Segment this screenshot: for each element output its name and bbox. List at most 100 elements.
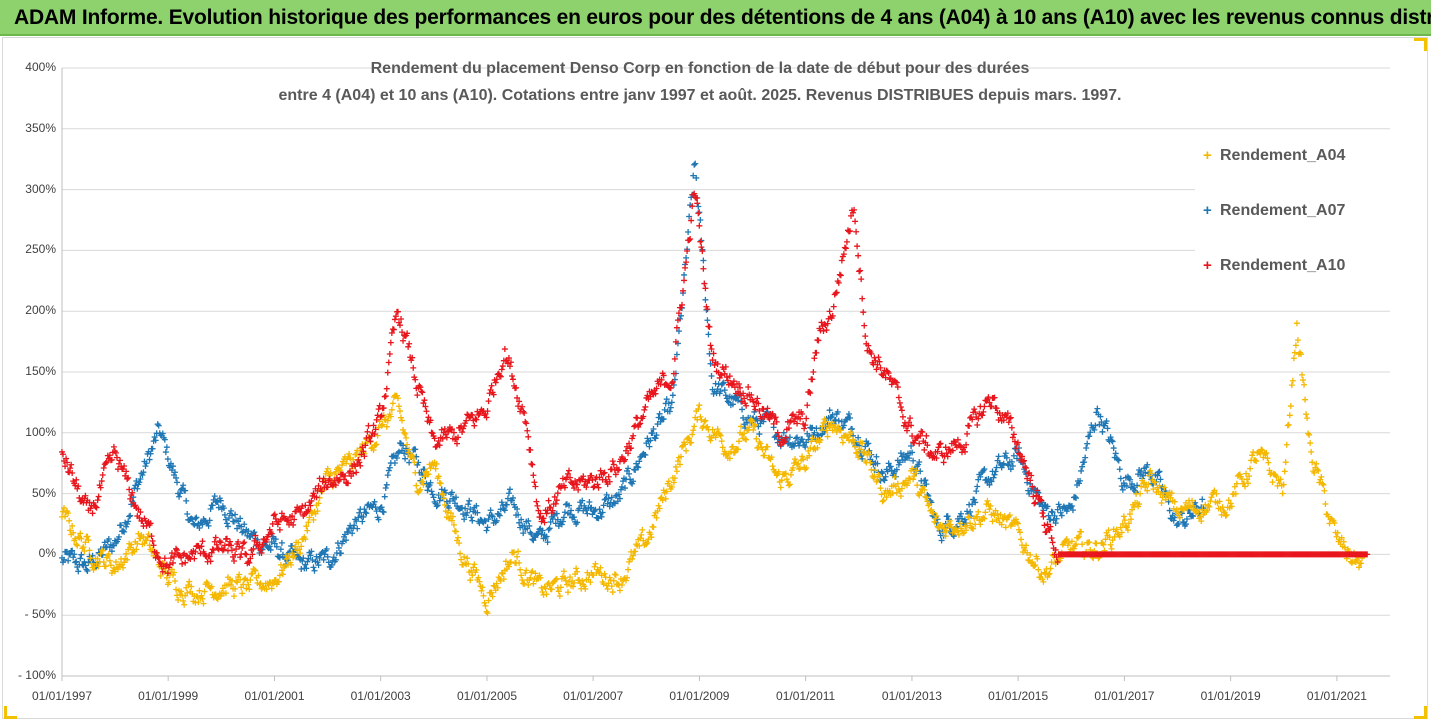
data-point (1120, 513, 1127, 520)
data-point (502, 558, 509, 565)
data-point (505, 490, 512, 497)
data-point (144, 534, 151, 541)
data-point (743, 436, 750, 443)
data-point (425, 471, 432, 478)
data-point (642, 403, 649, 410)
data-point (704, 317, 711, 324)
data-point (279, 571, 286, 578)
data-point (185, 581, 192, 588)
data-point (729, 443, 736, 450)
data-point (164, 456, 171, 463)
data-point (75, 533, 82, 540)
data-point (405, 343, 412, 350)
data-point (967, 508, 974, 515)
data-point (296, 546, 303, 553)
data-point (1286, 412, 1293, 419)
data-point (1301, 381, 1308, 388)
data-point (204, 580, 211, 587)
data-point (658, 494, 665, 501)
data-point (809, 435, 816, 442)
data-point (430, 494, 437, 501)
data-point (485, 516, 492, 523)
data-point (350, 456, 357, 463)
data-point (859, 440, 866, 447)
data-point (836, 271, 843, 278)
data-point (775, 468, 782, 475)
data-point (993, 464, 1000, 471)
data-point (838, 257, 845, 264)
data-point (73, 558, 80, 565)
data-point (1078, 467, 1085, 474)
data-point (724, 398, 731, 405)
data-point (745, 426, 752, 433)
data-point (473, 566, 480, 573)
data-point (668, 484, 675, 491)
data-point (865, 440, 872, 447)
data-point (121, 528, 128, 535)
data-point (353, 469, 360, 476)
data-point (223, 520, 230, 527)
data-point (504, 495, 511, 502)
data-point (395, 448, 402, 455)
data-point (1288, 382, 1295, 389)
data-point (819, 423, 826, 430)
data-point (308, 548, 315, 555)
data-point (895, 394, 902, 401)
data-point (545, 526, 552, 533)
data-point (529, 461, 536, 468)
frame-corner-bottom-left (4, 706, 17, 719)
data-point (698, 237, 705, 244)
data-point (1300, 377, 1307, 384)
data-point (754, 395, 761, 402)
data-point (531, 479, 538, 486)
data-point (289, 550, 296, 557)
data-point (276, 572, 283, 579)
data-point (82, 539, 89, 546)
data-point (909, 449, 916, 456)
data-point (885, 460, 892, 467)
data-point (343, 537, 350, 544)
data-point (360, 513, 367, 520)
data-point (471, 422, 478, 429)
data-point (897, 450, 904, 457)
data-point (1064, 505, 1071, 512)
data-point (389, 400, 396, 407)
data-point (600, 502, 607, 509)
data-point (1293, 320, 1300, 327)
data-point (800, 456, 807, 463)
data-point (292, 543, 299, 550)
data-point (670, 479, 677, 486)
data-point (782, 470, 789, 477)
data-point (694, 200, 701, 207)
data-point (855, 252, 862, 259)
data-point (336, 467, 343, 474)
data-point (964, 430, 971, 437)
data-point (565, 578, 572, 585)
data-point (378, 504, 385, 511)
data-point (851, 438, 858, 445)
data-point (465, 560, 472, 567)
data-point (803, 464, 810, 471)
data-point (685, 229, 692, 235)
data-point (986, 481, 993, 488)
data-point (553, 575, 560, 582)
data-point (347, 455, 354, 462)
data-point (137, 475, 144, 482)
data-point (420, 481, 427, 488)
data-point (82, 562, 89, 569)
data-point (677, 453, 684, 460)
data-point (404, 441, 411, 448)
data-point (120, 564, 127, 571)
data-point (533, 498, 540, 505)
data-point (1007, 466, 1014, 473)
data-point (1048, 535, 1055, 542)
data-point (140, 469, 147, 476)
data-point (475, 574, 482, 581)
data-point (615, 491, 622, 498)
data-point (707, 360, 714, 367)
data-point (215, 504, 222, 511)
data-point (917, 468, 924, 475)
data-point (1040, 513, 1047, 520)
data-point (61, 504, 68, 511)
